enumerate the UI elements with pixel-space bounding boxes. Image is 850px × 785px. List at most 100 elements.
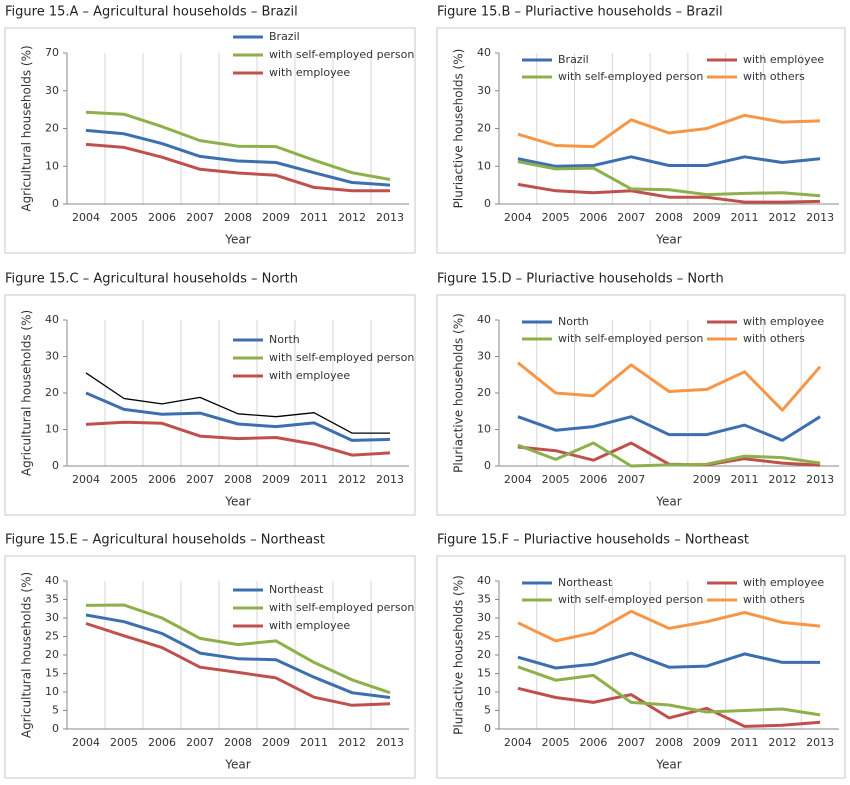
y-tick-label: 30 xyxy=(45,84,59,97)
legend-label: with others xyxy=(743,593,805,606)
chart-panel: Figure 15.A – Agricultural households – … xyxy=(4,5,416,254)
y-tick-label: 10 xyxy=(477,423,491,436)
y-tick-label: 0 xyxy=(52,459,59,472)
y-tick-label: 10 xyxy=(45,423,59,436)
x-tick-label: 2004 xyxy=(504,736,532,749)
x-tick-label: 2006 xyxy=(579,473,607,486)
x-tick-label: 2011 xyxy=(731,736,759,749)
legend-label: with employee xyxy=(269,369,350,382)
chart-panel: Figure 15.C – Agricultural households – … xyxy=(4,272,416,516)
series-line xyxy=(85,622,391,707)
y-tick-label: 20 xyxy=(477,386,491,399)
legend-label: with employee xyxy=(743,53,824,66)
x-tick-label: 2011 xyxy=(731,211,759,224)
x-tick-label: 2007 xyxy=(186,473,214,486)
x-tick-label: 2013 xyxy=(376,211,404,224)
y-tick-label: 40 xyxy=(477,46,491,59)
x-axis-label: Year xyxy=(655,495,681,509)
series-line xyxy=(85,603,391,695)
legend-label: with self-employed person xyxy=(269,601,414,614)
x-tick-label: 2007 xyxy=(617,211,645,224)
x-axis-label: Year xyxy=(655,233,681,247)
y-tick-label: 10 xyxy=(45,685,59,698)
series-line xyxy=(517,441,821,468)
y-tick-label: 10 xyxy=(477,159,491,172)
y-tick-label: 20 xyxy=(477,648,491,661)
y-tick-label: 25 xyxy=(477,630,491,643)
x-tick-label: 2009 xyxy=(693,736,721,749)
series-line xyxy=(85,613,391,699)
x-tick-label: 2005 xyxy=(542,211,570,224)
x-tick-label: 2004 xyxy=(72,211,100,224)
x-tick-label: 2013 xyxy=(806,473,834,486)
x-tick-label: 2005 xyxy=(110,736,138,749)
panel-frame xyxy=(436,555,846,779)
x-tick-label: 2012 xyxy=(338,473,366,486)
y-tick-label: 0 xyxy=(484,459,491,472)
legend-label: North xyxy=(269,333,300,346)
series-line xyxy=(517,609,821,643)
x-axis-label: Year xyxy=(655,758,681,772)
legend-label: Brazil xyxy=(269,30,300,43)
y-tick-label: 0 xyxy=(52,197,59,210)
y-tick-label: 40 xyxy=(45,574,59,587)
x-tick-label: 2006 xyxy=(579,211,607,224)
y-axis-label: Pluriactive households (%) xyxy=(452,49,466,209)
y-tick-label: 5 xyxy=(52,704,59,717)
series-line xyxy=(517,665,821,717)
series-line xyxy=(517,113,821,149)
y-axis-label: Pluriactive households (%) xyxy=(452,313,466,473)
y-tick-label: 25 xyxy=(45,630,59,643)
series-line xyxy=(85,372,390,434)
y-tick-label: 40 xyxy=(45,313,59,326)
series-line xyxy=(517,182,821,204)
x-tick-label: 2008 xyxy=(655,211,683,224)
chart-title: Figure 15.B – Pluriactive households – B… xyxy=(437,5,723,20)
chart-title: Figure 15.C – Agricultural households – … xyxy=(5,272,298,287)
x-tick-label: 2005 xyxy=(542,736,570,749)
y-tick-label: 30 xyxy=(45,611,59,624)
y-tick-label: 10 xyxy=(45,159,59,172)
panel-frame xyxy=(4,27,416,254)
x-tick-label: 2004 xyxy=(504,211,532,224)
legend-label: with others xyxy=(743,70,805,83)
y-tick-label: 20 xyxy=(45,648,59,661)
chart-panel: Figure 15.B – Pluriactive households – B… xyxy=(436,5,846,254)
chart-title: Figure 15.F – Pluriactive households – N… xyxy=(437,533,749,548)
x-tick-label: 2007 xyxy=(617,473,645,486)
y-axis-label: Agricultural households (%) xyxy=(20,572,34,738)
legend-label: with employee xyxy=(743,576,824,589)
chart-title: Figure 15.A – Agricultural households – … xyxy=(5,5,298,20)
x-tick-label: 2006 xyxy=(579,736,607,749)
y-tick-label: 35 xyxy=(477,593,491,606)
legend-label: with employee xyxy=(269,66,350,79)
x-tick-label: 2006 xyxy=(148,736,176,749)
x-tick-label: 2012 xyxy=(338,211,366,224)
y-tick-label: 35 xyxy=(45,593,59,606)
x-tick-label: 2007 xyxy=(186,211,214,224)
x-tick-label: 2008 xyxy=(655,736,683,749)
y-axis-label: Agricultural households (%) xyxy=(20,310,34,476)
y-tick-label: 30 xyxy=(477,350,491,363)
chart-panel: Figure 15.F – Pluriactive households – N… xyxy=(436,533,846,779)
x-tick-label: 2013 xyxy=(376,473,404,486)
series-line xyxy=(85,391,391,442)
legend-label: with employee xyxy=(269,619,350,632)
y-tick-label: 30 xyxy=(477,611,491,624)
x-axis-label: Year xyxy=(224,758,250,772)
y-tick-label: 15 xyxy=(45,667,59,680)
legend-label: with employee xyxy=(743,315,824,328)
y-axis-label: Agricultural households (%) xyxy=(20,45,34,211)
x-axis-label: Year xyxy=(224,495,250,509)
legend-label: with self-employed person xyxy=(558,593,703,606)
x-tick-label: 2011 xyxy=(300,736,328,749)
y-tick-label: 40 xyxy=(477,313,491,326)
chart-title: Figure 15.D – Pluriactive households – N… xyxy=(437,272,724,287)
series-line xyxy=(85,110,391,181)
series-line xyxy=(85,142,390,193)
legend-label: with others xyxy=(743,332,805,345)
x-tick-label: 2009 xyxy=(693,211,721,224)
y-tick-label: 10 xyxy=(477,685,491,698)
x-tick-label: 2011 xyxy=(731,473,759,486)
